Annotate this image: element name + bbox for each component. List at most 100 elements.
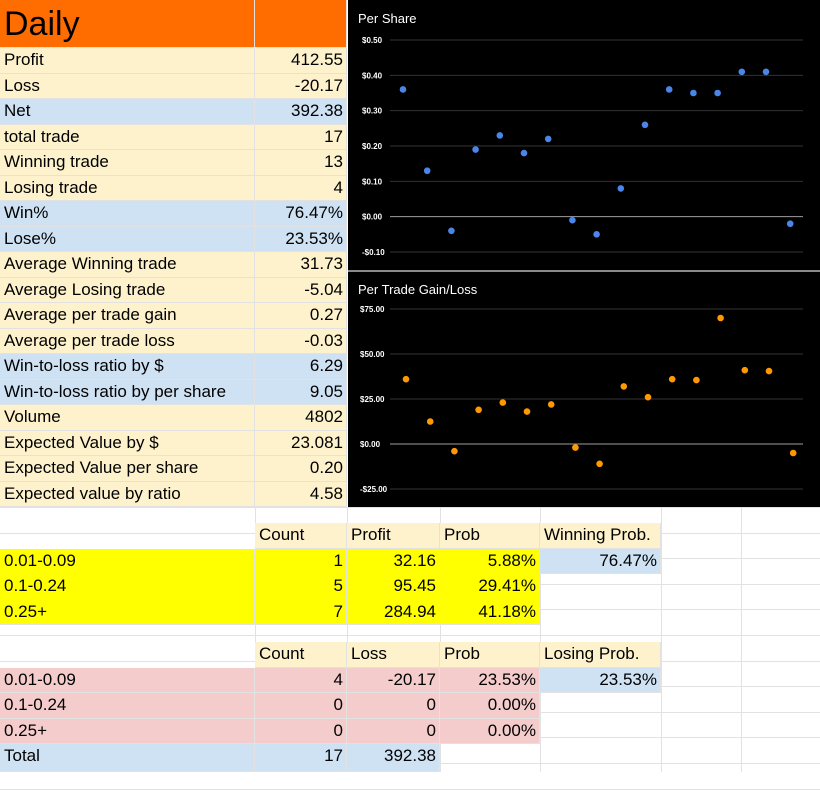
daily-value-cell[interactable]: 0.27 [255,303,347,329]
data-point [668,375,676,383]
daily-value-cell[interactable]: 23.53% [255,227,347,252]
daily-label-cell[interactable]: Expected value by ratio [0,482,255,507]
data-point [693,376,700,384]
prob-cell[interactable]: 23.53% [440,668,540,693]
daily-value-cell[interactable]: 23.081 [255,431,347,456]
daily-label-cell[interactable]: Average per trade loss [0,329,255,354]
daily-label-cell[interactable]: Win% [0,201,255,227]
data-point [399,86,407,93]
header-extra-prob[interactable]: Winning Prob. [540,523,661,549]
amount-cell[interactable]: 0 [347,693,440,719]
daily-value-cell[interactable]: 76.47% [255,201,347,227]
daily-label-cell[interactable]: Win-to-loss ratio by per share [0,380,255,405]
data-point [496,132,504,139]
extra-prob-value[interactable]: 76.47% [540,549,661,574]
prob-cell[interactable]: 29.41% [440,574,540,600]
y-tick-label: -$25.00 [360,485,388,494]
daily-label-cell[interactable]: Average Losing trade [0,278,255,303]
data-point [523,408,531,415]
daily-title: Daily [0,0,255,48]
count-cell[interactable]: 1 [255,549,347,574]
amount-cell[interactable]: -20.17 [347,668,440,693]
amount-cell[interactable]: 284.94 [347,600,440,625]
daily-value-cell[interactable]: 6.29 [255,354,347,380]
daily-value-cell[interactable]: 4.58 [255,482,347,507]
daily-label-cell[interactable]: Average Winning trade [0,252,255,278]
prob-cell[interactable]: 0.00% [440,693,540,719]
header-count[interactable]: Count [255,642,347,668]
daily-value-cell[interactable]: 9.05 [255,380,347,405]
daily-value-cell[interactable]: 13 [255,150,347,176]
daily-value-cell[interactable]: -5.04 [255,278,347,303]
daily-value-cell[interactable]: 392.38 [255,99,347,125]
data-point [544,135,552,143]
y-tick-label: -$0.10 [362,248,385,257]
y-tick-label: $75.00 [360,305,385,314]
y-tick-label: $0.50 [362,36,383,45]
daily-value-cell[interactable]: 4802 [255,405,347,431]
count-cell[interactable]: 7 [255,600,347,625]
range-cell[interactable]: 0.1-0.24 [0,574,255,600]
data-point [572,444,579,451]
data-point [448,227,455,235]
grid-line [0,635,820,636]
grid-line [741,507,742,772]
count-cell[interactable]: 0 [255,693,347,719]
total-count[interactable]: 17 [255,744,347,772]
daily-value-cell[interactable]: 17 [255,125,347,150]
daily-label-cell[interactable]: Net [0,99,255,125]
range-cell[interactable]: 0.1-0.24 [0,693,255,719]
daily-value-cell[interactable]: -0.03 [255,329,347,354]
header-amount[interactable]: Loss [347,642,440,668]
grid-line [440,507,441,772]
range-cell[interactable]: 0.01-0.09 [0,549,255,574]
data-point [617,185,625,192]
daily-label-cell[interactable]: Lose% [0,227,255,252]
amount-cell[interactable]: 95.45 [347,574,440,600]
daily-value-cell[interactable]: 4 [255,176,347,201]
per-share-chart-title: Per Share [358,11,417,26]
daily-label-cell[interactable]: Loss [0,74,255,99]
grid-line [540,507,541,772]
daily-value-cell[interactable]: -20.17 [255,74,347,99]
daily-value-cell[interactable]: 412.55 [255,48,347,74]
range-cell[interactable]: 0.01-0.09 [0,668,255,693]
count-cell[interactable]: 4 [255,668,347,693]
header-amount[interactable]: Profit [347,523,440,549]
header-prob[interactable]: Prob [440,523,540,549]
range-cell[interactable]: 0.25+ [0,600,255,625]
daily-label-cell[interactable]: Losing trade [0,176,255,201]
data-point [520,149,528,157]
grid-line [0,507,820,508]
extra-prob-value[interactable]: 23.53% [540,668,661,693]
chart-divider [348,270,820,272]
daily-label-cell[interactable]: Winning trade [0,150,255,176]
daily-label-cell[interactable]: Expected Value by $ [0,431,255,456]
total-label[interactable]: Total [0,744,255,772]
y-tick-label: $0.00 [360,440,381,449]
daily-label-cell[interactable]: Average per trade gain [0,303,255,329]
amount-cell[interactable]: 0 [347,719,440,744]
amount-cell[interactable]: 32.16 [347,549,440,574]
count-cell[interactable]: 0 [255,719,347,744]
y-tick-label: $25.00 [360,395,385,404]
count-cell[interactable]: 5 [255,574,347,600]
prob-cell[interactable]: 0.00% [440,719,540,744]
daily-label-cell[interactable]: Expected Value per share [0,456,255,482]
daily-label-cell[interactable]: Volume [0,405,255,431]
prob-cell[interactable]: 41.18% [440,600,540,625]
header-extra-prob[interactable]: Losing Prob. [540,642,661,668]
daily-value-cell[interactable]: 31.73 [255,252,347,278]
daily-value-cell[interactable]: 0.20 [255,456,347,482]
daily-label-cell[interactable]: Win-to-loss ratio by $ [0,354,255,380]
daily-label-cell[interactable]: Profit [0,48,255,74]
prob-cell[interactable]: 5.88% [440,549,540,574]
daily-label-cell[interactable]: total trade [0,125,255,150]
range-cell[interactable]: 0.25+ [0,719,255,744]
y-tick-label: $0.40 [362,71,383,80]
data-point [475,406,482,414]
total-amount[interactable]: 392.38 [347,744,440,772]
header-prob[interactable]: Prob [440,642,540,668]
data-point [641,121,649,129]
header-count[interactable]: Count [255,523,347,549]
